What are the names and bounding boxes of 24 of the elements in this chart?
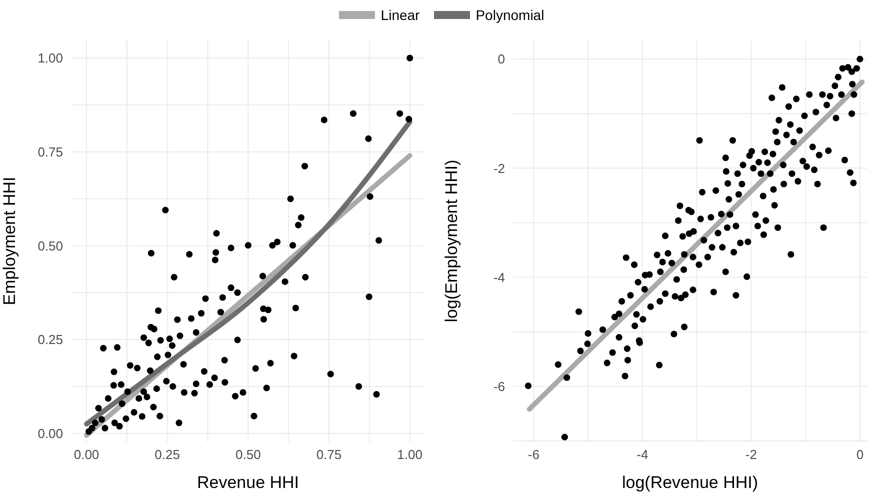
x-tick-label: 0.50 bbox=[236, 447, 261, 462]
y-axis-title: Employment HHI bbox=[0, 176, 20, 306]
x-axis-title: log(Revenue HHI) bbox=[622, 473, 758, 492]
x-tick-label: 0.75 bbox=[316, 447, 342, 462]
y-tick-label: 0.00 bbox=[38, 426, 63, 441]
legend-label: Linear bbox=[380, 7, 420, 23]
y-tick-label: 0.25 bbox=[38, 332, 63, 348]
y-tick-label: -6 bbox=[493, 378, 505, 394]
y-tick-label: 0.50 bbox=[38, 238, 63, 254]
x-tick-label: 1.00 bbox=[397, 447, 422, 462]
y-tick-label: -2 bbox=[493, 160, 505, 176]
x-tick-label: -6 bbox=[528, 447, 540, 462]
y-tick-label: -4 bbox=[493, 270, 505, 285]
y-tick-label: 1.00 bbox=[38, 50, 63, 66]
y-axis-title: log(Employment HHI) bbox=[442, 160, 462, 322]
x-tick-label: 0.00 bbox=[74, 447, 100, 462]
y-tick-label: 0.75 bbox=[38, 144, 63, 160]
x-axis-title: Revenue HHI bbox=[196, 473, 300, 492]
x-tick-label: -2 bbox=[745, 447, 757, 462]
x-tick-label: 0 bbox=[856, 447, 864, 462]
x-tick-label: 0.25 bbox=[154, 447, 180, 462]
y-tick-label: 0 bbox=[498, 52, 505, 67]
legend-label: Polynomial bbox=[476, 7, 544, 23]
x-tick-label: -4 bbox=[636, 447, 648, 462]
